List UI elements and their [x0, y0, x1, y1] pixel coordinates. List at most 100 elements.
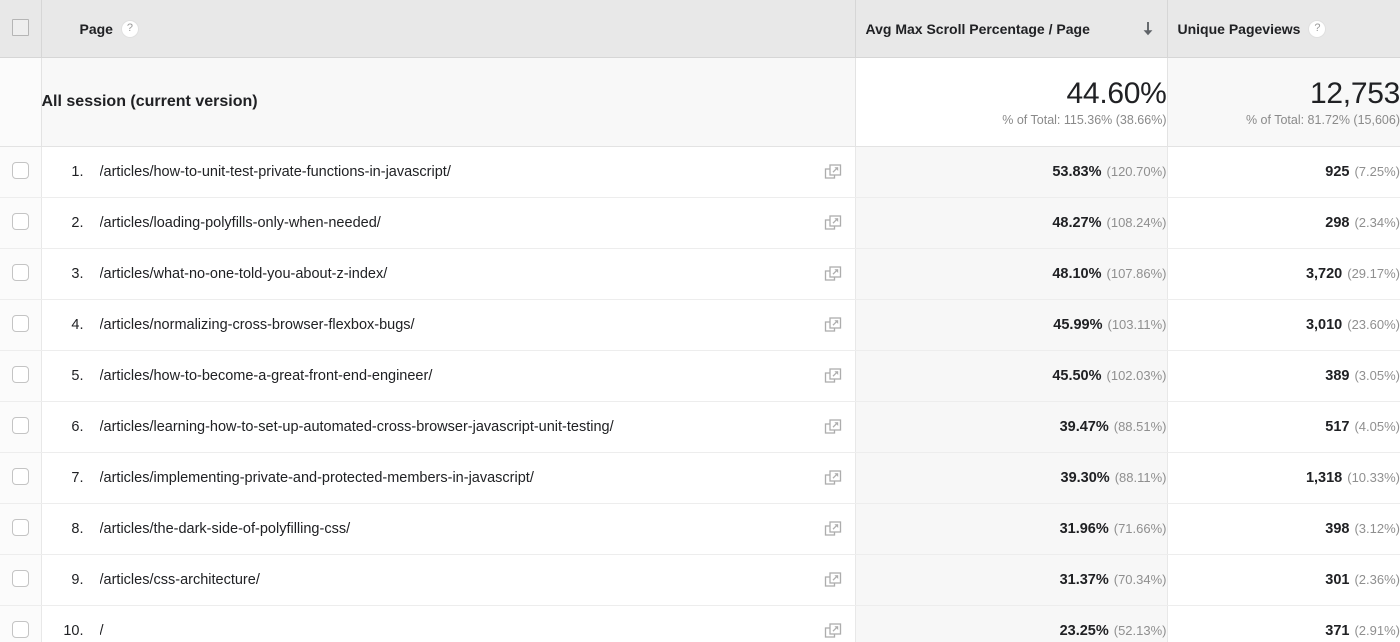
row-unique-pageviews-value: 925: [1325, 164, 1350, 180]
table-row: 7. /articles/implementing-private-and-pr…: [0, 452, 1400, 504]
summary-avg-max-scroll-subtext: % of Total: 115.36% (38.66%): [1002, 113, 1167, 127]
row-unique-pageviews-percent: (2.34%): [1354, 215, 1400, 230]
row-avg-max-scroll-cell: 23.25% (52.13%): [854, 605, 1167, 642]
row-page-path[interactable]: /: [99, 623, 104, 639]
row-checkbox-cell: [0, 248, 42, 300]
row-avg-max-scroll-percent: (108.24%): [1106, 215, 1167, 230]
column-header-unique-pageviews-label: Unique Pageviews: [1177, 20, 1301, 37]
row-rank: 3.: [71, 266, 84, 282]
row-checkbox[interactable]: [11, 569, 29, 587]
column-header-avg-max-scroll[interactable]: Avg Max Scroll Percentage / Page: [854, 0, 1167, 58]
row-avg-max-scroll-percent: (52.13%): [1113, 623, 1167, 638]
row-unique-pageviews-value: 301: [1325, 572, 1350, 588]
row-page-cell: 4. /articles/normalizing-cross-browser-f…: [41, 299, 855, 351]
row-page-cell: 2. /articles/loading-polyfills-only-when…: [41, 197, 855, 249]
row-page-cell: 6. /articles/learning-how-to-set-up-auto…: [41, 401, 855, 453]
select-all-checkbox[interactable]: [11, 18, 29, 36]
summary-avg-max-scroll-value: 44.60%: [1066, 77, 1167, 110]
row-avg-max-scroll-value: 31.37%: [1059, 572, 1109, 588]
row-unique-pageviews-cell: 3,720 (29.17%): [1166, 248, 1400, 300]
row-rank: 6.: [71, 419, 84, 435]
row-unique-pageviews-percent: (10.33%): [1347, 470, 1400, 485]
row-checkbox[interactable]: [11, 620, 29, 638]
row-checkbox[interactable]: [11, 212, 29, 230]
row-page-path[interactable]: /articles/implementing-private-and-prote…: [99, 470, 534, 486]
row-unique-pageviews-cell: 389 (3.05%): [1166, 350, 1400, 402]
row-page-cell: 9. /articles/css-architecture/: [41, 554, 855, 606]
row-rank: 2.: [71, 215, 84, 231]
row-avg-max-scroll-percent: (88.51%): [1113, 419, 1167, 434]
row-page-path[interactable]: /articles/learning-how-to-set-up-automat…: [99, 419, 614, 435]
row-avg-max-scroll-percent: (107.86%): [1106, 266, 1167, 281]
open-in-new-window-icon[interactable]: [823, 468, 843, 488]
row-checkbox[interactable]: [11, 467, 29, 485]
row-checkbox[interactable]: [11, 263, 29, 281]
row-checkbox[interactable]: [11, 161, 29, 179]
summary-unique-pageviews-value: 12,753: [1310, 77, 1400, 110]
row-page-path[interactable]: /articles/css-architecture/: [99, 572, 260, 588]
help-icon[interactable]: ?: [120, 19, 139, 38]
row-page-path[interactable]: /articles/the-dark-side-of-polyfilling-c…: [99, 521, 351, 537]
row-checkbox[interactable]: [11, 314, 29, 332]
row-page-path[interactable]: /articles/normalizing-cross-browser-flex…: [99, 317, 415, 333]
open-in-new-window-icon[interactable]: [823, 570, 843, 590]
select-all-header-cell: [0, 0, 42, 58]
row-checkbox[interactable]: [11, 365, 29, 383]
row-page-cell: 10. /: [41, 605, 855, 642]
row-checkbox[interactable]: [11, 518, 29, 536]
row-avg-max-scroll-value: 31.96%: [1059, 521, 1109, 537]
open-in-new-window-icon[interactable]: [823, 213, 843, 233]
row-checkbox-cell: [0, 452, 42, 504]
row-unique-pageviews-value: 389: [1325, 368, 1350, 384]
column-header-page[interactable]: Page ?: [41, 0, 855, 58]
row-avg-max-scroll-cell: 53.83% (120.70%): [854, 146, 1167, 198]
row-page-path[interactable]: /articles/how-to-unit-test-private-funct…: [99, 164, 451, 180]
row-checkbox-cell: [0, 554, 42, 606]
open-in-new-window-icon[interactable]: [823, 621, 843, 641]
help-icon[interactable]: ?: [1308, 19, 1327, 38]
row-unique-pageviews-cell: 371 (2.91%): [1166, 605, 1400, 642]
open-in-new-window-icon[interactable]: [823, 519, 843, 539]
row-page-cell: 8. /articles/the-dark-side-of-polyfillin…: [41, 503, 855, 555]
row-page-cell: 3. /articles/what-no-one-told-you-about-…: [41, 248, 855, 300]
open-in-new-window-icon[interactable]: [823, 162, 843, 182]
table-row: 1. /articles/how-to-unit-test-private-fu…: [0, 146, 1400, 198]
summary-checkbox-cell: [0, 57, 42, 147]
row-avg-max-scroll-percent: (102.03%): [1106, 368, 1167, 383]
open-in-new-window-icon[interactable]: [823, 315, 843, 335]
summary-row: All session (current version) 44.60% % o…: [0, 57, 1400, 147]
row-checkbox[interactable]: [11, 416, 29, 434]
table-header: Page ? Avg Max Scroll Percentage / Page: [0, 0, 1400, 58]
row-avg-max-scroll-cell: 31.96% (71.66%): [854, 503, 1167, 555]
open-in-new-window-icon[interactable]: [823, 366, 843, 386]
row-unique-pageviews-value: 1,318: [1305, 470, 1343, 486]
row-page-path[interactable]: /articles/loading-polyfills-only-when-ne…: [99, 215, 381, 231]
row-page-path[interactable]: /articles/how-to-become-a-great-front-en…: [99, 368, 433, 384]
open-in-new-window-icon[interactable]: [823, 417, 843, 437]
row-rank: 4.: [71, 317, 84, 333]
row-unique-pageviews-value: 3,720: [1305, 266, 1343, 282]
row-checkbox-cell: [0, 503, 42, 555]
header-row: Page ? Avg Max Scroll Percentage / Page: [0, 0, 1400, 58]
row-unique-pageviews-cell: 3,010 (23.60%): [1166, 299, 1400, 351]
row-avg-max-scroll-percent: (88.11%): [1114, 470, 1167, 485]
row-page-path[interactable]: /articles/what-no-one-told-you-about-z-i…: [99, 266, 388, 282]
row-checkbox-cell: [0, 605, 42, 642]
row-avg-max-scroll-value: 23.25%: [1059, 623, 1109, 639]
open-in-new-window-icon[interactable]: [823, 264, 843, 284]
row-unique-pageviews-percent: (29.17%): [1347, 266, 1400, 281]
row-avg-max-scroll-cell: 48.27% (108.24%): [854, 197, 1167, 249]
row-page-cell: 1. /articles/how-to-unit-test-private-fu…: [41, 146, 855, 198]
arrow-down-icon[interactable]: [1139, 20, 1157, 38]
summary-unique-pageviews-subtext: % of Total: 81.72% (15,606): [1245, 113, 1400, 127]
row-unique-pageviews-value: 3,010: [1305, 317, 1343, 333]
column-header-unique-pageviews[interactable]: Unique Pageviews ?: [1166, 0, 1400, 58]
table-row: 3. /articles/what-no-one-told-you-about-…: [0, 248, 1400, 300]
row-unique-pageviews-percent: (2.36%): [1354, 572, 1400, 587]
summary-unique-pageviews-cell: 12,753 % of Total: 81.72% (15,606): [1166, 57, 1400, 147]
row-avg-max-scroll-cell: 45.99% (103.11%): [854, 299, 1167, 351]
row-unique-pageviews-value: 298: [1325, 215, 1350, 231]
row-avg-max-scroll-value: 45.99%: [1053, 317, 1103, 333]
